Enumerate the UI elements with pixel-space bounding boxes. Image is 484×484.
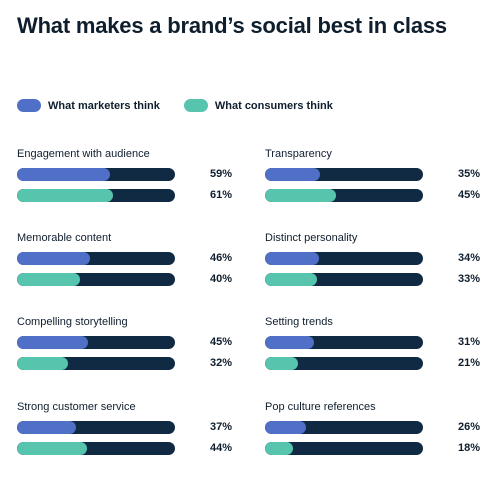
bar-track [265,421,423,434]
bar-track [17,357,175,370]
chart-title: What makes a brand’s social best in clas… [17,13,447,38]
value-label-consumers: 45% [457,189,480,201]
value-label-consumers: 33% [457,273,480,285]
value-label-marketers: 31% [457,336,480,348]
bar-group: Setting trends 31% 21% [265,316,480,386]
category-label: Strong customer service [17,401,136,413]
bar-group: Distinct personality 34% 33% [265,232,480,302]
bar-track [265,357,423,370]
value-label-marketers: 59% [209,168,232,180]
bar-marketers [17,252,90,265]
legend: What marketers think What consumers thin… [17,99,357,112]
value-label-consumers: 40% [209,273,232,285]
category-label: Setting trends [265,316,333,328]
category-label: Engagement with audience [17,148,150,160]
bar-consumers [265,189,337,202]
bar-row-marketers: 34% [265,252,480,266]
category-label: Compelling storytelling [17,316,128,328]
category-label: Memorable content [17,232,112,244]
bar-row-consumers: 45% [265,189,480,203]
legend-swatch-consumers [183,99,208,112]
bar-track [17,168,175,181]
bar-track [17,421,175,434]
bar-row-marketers: 31% [265,336,480,350]
bar-track [265,168,423,181]
value-label-marketers: 46% [209,252,232,264]
bar-track [17,442,175,455]
bar-group: Engagement with audience 59% 61% [17,148,232,218]
bar-group: Compelling storytelling 45% 32% [17,316,232,386]
category-label: Pop culture references [265,401,376,413]
bar-row-consumers: 21% [265,357,480,371]
bar-marketers [265,252,319,265]
bar-row-marketers: 45% [17,336,232,350]
bar-marketers [17,421,76,434]
bar-consumers [17,189,114,202]
bar-consumers [17,357,68,370]
bar-marketers [265,168,321,181]
legend-item-consumers: What consumers think [183,99,333,112]
value-label-consumers: 18% [457,442,480,454]
value-label-marketers: 37% [209,421,232,433]
bar-consumers [265,442,294,455]
bar-marketers [17,336,89,349]
bar-group: Transparency 35% 45% [265,148,480,218]
bar-marketers [265,421,307,434]
bar-row-consumers: 18% [265,442,480,456]
bar-row-consumers: 33% [265,273,480,287]
bar-track [17,336,175,349]
bar-consumers [265,273,318,286]
legend-label-marketers: What marketers think [48,99,160,112]
bar-group: Memorable content 46% 40% [17,232,232,302]
category-label: Transparency [265,148,332,160]
bar-row-consumers: 40% [17,273,232,287]
bar-marketers [265,336,314,349]
value-label-consumers: 21% [457,357,480,369]
bar-consumers [17,442,87,455]
value-label-marketers: 35% [457,168,480,180]
bar-row-marketers: 26% [265,421,480,435]
value-label-marketers: 26% [457,421,480,433]
value-label-marketers: 45% [209,336,232,348]
bar-consumers [265,357,299,370]
legend-swatch-marketers [17,99,41,112]
bar-track [265,442,423,455]
bar-track [265,336,423,349]
bar-track [265,273,423,286]
value-label-marketers: 34% [457,252,480,264]
bar-consumers [17,273,81,286]
value-label-consumers: 32% [209,357,232,369]
bar-row-marketers: 35% [265,168,480,182]
legend-label-consumers: What consumers think [214,99,333,112]
bar-track [17,273,175,286]
value-label-consumers: 44% [209,442,232,454]
category-label: Distinct personality [265,232,358,244]
value-label-consumers: 61% [209,189,232,201]
legend-item-marketers: What marketers think [17,99,160,112]
bar-row-marketers: 59% [17,168,232,182]
bar-track [265,189,423,202]
bar-track [17,252,175,265]
bar-track [265,252,423,265]
bar-row-consumers: 44% [17,442,232,456]
bar-group: Strong customer service 37% 44% [17,401,232,471]
bar-row-consumers: 32% [17,357,232,371]
bar-row-marketers: 37% [17,421,232,435]
bar-track [17,189,175,202]
bar-row-marketers: 46% [17,252,232,266]
bar-group: Pop culture references 26% 18% [265,401,480,471]
bar-row-consumers: 61% [17,189,232,203]
bar-marketers [17,168,111,181]
